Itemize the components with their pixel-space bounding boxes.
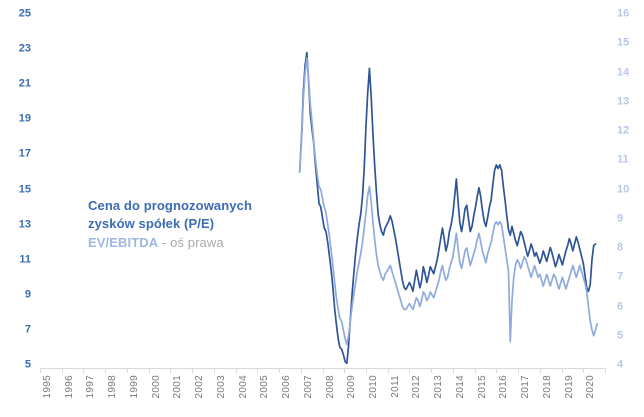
x-tick-mark-2014 xyxy=(452,368,454,373)
y-left-tick-21: 21 xyxy=(18,77,31,90)
x-tick-mark-2011 xyxy=(387,368,389,373)
y-left-tick-7: 7 xyxy=(24,323,31,336)
x-tick-mark-2003 xyxy=(213,368,215,373)
y-right-tick-13: 13 xyxy=(617,95,630,108)
legend-ev-name: EV/EBITDA xyxy=(88,234,159,250)
x-tick-mark-end xyxy=(605,368,606,373)
y-right-tick-4: 4 xyxy=(617,358,624,371)
x-tick-mark-1998 xyxy=(105,368,107,373)
y-right-tick-6: 6 xyxy=(617,300,624,312)
x-tick-mark-2019 xyxy=(561,368,563,373)
y-left-tick-23: 23 xyxy=(18,42,31,55)
y-right-tick-15: 15 xyxy=(617,36,630,49)
x-tick-mark-2008 xyxy=(322,368,324,373)
x-tick-mark-2007 xyxy=(300,368,302,373)
y-right-tick-14: 14 xyxy=(617,66,630,78)
y-left-tick-25: 25 xyxy=(18,7,31,20)
legend-pe-label-line2: zysków spółek (P/E) xyxy=(88,216,215,232)
x-tick-mark-2004 xyxy=(235,368,237,373)
y-right-tick-9: 9 xyxy=(617,212,624,225)
x-tick-mark-2015 xyxy=(474,368,476,373)
y-right-tick-11: 11 xyxy=(617,153,629,166)
y-left-tick-13: 13 xyxy=(18,218,31,231)
x-tick-mark-2009 xyxy=(344,368,346,373)
y-left-tick-5: 5 xyxy=(24,358,31,371)
x-tick-mark-2018 xyxy=(539,368,541,373)
y-left-tick-19: 19 xyxy=(18,112,31,125)
x-tick-mark-2016 xyxy=(496,368,498,373)
legend-ev-label: EV/EBITDA - oś prawa xyxy=(88,234,252,252)
series-line-ev-ebitda xyxy=(298,57,599,346)
x-tick-mark-2020 xyxy=(583,368,585,373)
x-tick-mark-2017 xyxy=(518,368,520,373)
y-right-tick-7: 7 xyxy=(617,270,624,283)
y-left-tick-15: 15 xyxy=(18,183,31,195)
legend-pe-label-line1: Cena do prognozowanych xyxy=(88,198,252,213)
y-left-tick-9: 9 xyxy=(24,288,31,301)
x-tick-mark-1996 xyxy=(61,368,63,373)
chart-legend: Cena do prognozowanych zysków spółek (P/… xyxy=(88,197,252,252)
x-tick-mark-2013 xyxy=(431,368,433,373)
y-right-tick-5: 5 xyxy=(617,329,624,342)
x-tick-mark-2001 xyxy=(170,368,172,373)
y-right-tick-12: 12 xyxy=(617,124,630,137)
x-tick-mark-1995 xyxy=(40,368,41,373)
x-tick-mark-2005 xyxy=(257,368,259,373)
y-left-tick-17: 17 xyxy=(18,147,31,160)
legend-ev-suffix: - oś prawa xyxy=(158,234,224,250)
series-line-pe xyxy=(298,51,597,365)
x-tick-mark-1997 xyxy=(83,368,85,373)
x-tick-mark-2002 xyxy=(192,368,194,373)
x-tick-mark-2000 xyxy=(148,368,150,373)
y-right-tick-16: 16 xyxy=(617,7,630,20)
x-tick-mark-2010 xyxy=(365,368,367,373)
x-tick-mark-1999 xyxy=(126,368,128,373)
x-tick-mark-2012 xyxy=(409,368,411,373)
y-right-tick-10: 10 xyxy=(617,183,630,195)
y-left-tick-11: 11 xyxy=(19,253,31,266)
x-tick-mark-2006 xyxy=(279,368,281,373)
x-axis-line xyxy=(40,368,605,369)
y-right-tick-8: 8 xyxy=(617,241,624,254)
